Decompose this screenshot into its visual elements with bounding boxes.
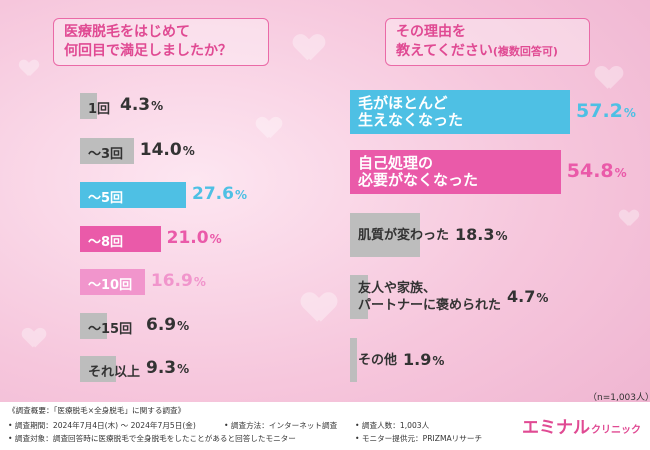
category-label: 自己処理の 必要がなくなった: [358, 155, 478, 189]
category-label-line: 生えなくなった: [358, 111, 464, 129]
category-label-line: 必要がなくなった: [358, 171, 479, 189]
heart-icon: [596, 66, 621, 91]
bar: [350, 338, 358, 382]
value-unit: %: [151, 99, 164, 113]
category-label-line: 自己処理の: [358, 154, 434, 172]
category-label-line: 肌質が変わった: [358, 227, 450, 243]
question-1-box: 医療脱毛をはじめて 何回目で満足しましたか？: [53, 18, 269, 66]
survey-provider: • モニター提供元：PRIZMAリサーチ: [355, 434, 483, 443]
brand-name: エミナル: [522, 418, 590, 438]
question-1-line1: 医療脱毛をはじめて: [64, 24, 190, 40]
value-label: 14.0%: [140, 140, 195, 160]
category-label: 〜10回: [88, 278, 133, 293]
value-label: 4.3%: [120, 95, 163, 115]
category-label: 友人や家族、パートナーに褒められた: [358, 280, 501, 314]
question-1-line2: 何回目で満足しましたか？: [64, 43, 232, 59]
value-unit: %: [234, 188, 247, 202]
value-unit: %: [177, 362, 190, 376]
value-number: 6.9: [146, 315, 177, 335]
value-unit: %: [432, 354, 445, 368]
category-label: 毛がほとんど 生えなくなった: [358, 95, 463, 129]
value-number: 4.3: [120, 95, 151, 115]
value-number: 14.0: [139, 140, 182, 160]
value-label: 21.0%: [167, 228, 222, 248]
bar: [80, 226, 161, 252]
value-unit: %: [495, 229, 508, 243]
value-label: 27.6%: [192, 184, 247, 204]
value-number: 18.3: [455, 225, 495, 244]
bar: [350, 150, 561, 194]
footer: 《調査概要：「医療脱毛×全身脱毛」に関する調査》 • 調査期間：2024年7月4…: [0, 402, 650, 450]
brand-sub: クリニック: [591, 425, 641, 436]
value-label: 54.8%: [567, 160, 627, 182]
survey-count: • 調査人数：1,003人: [355, 421, 430, 430]
value-number: 21.0: [166, 228, 209, 248]
category-label-line: 毛がほとんど: [358, 94, 448, 112]
value-number: 4.7: [507, 287, 536, 306]
category-label: それ以上: [88, 365, 141, 380]
value-number: 9.3: [146, 358, 177, 378]
question-2-line2: 教えてください: [396, 43, 493, 59]
value-number: 27.6: [192, 184, 234, 204]
value-unit: %: [182, 144, 195, 158]
bar: [80, 138, 134, 164]
heart-icon: [23, 328, 45, 350]
bar: [80, 356, 116, 382]
category-label: 肌質が変わった: [358, 227, 449, 244]
survey-period: • 調査期間：2024年7月4日(木) 〜 2024年7月5日(金): [8, 421, 196, 430]
value-label: 1.9%: [403, 350, 444, 369]
category-label: 〜3回: [88, 147, 124, 162]
heart-icon: [257, 117, 280, 140]
value-unit: %: [614, 166, 627, 180]
value-number: 1.9: [403, 350, 432, 369]
heart-icon: [620, 210, 638, 228]
value-unit: %: [193, 275, 206, 289]
bar: [350, 90, 570, 134]
value-label: 18.3%: [455, 225, 508, 244]
heart-icon: [303, 293, 335, 325]
category-label: その他: [358, 352, 397, 369]
value-label: 6.9%: [146, 315, 189, 335]
survey-title: 《調査概要：「医療脱毛×全身脱毛」に関する調査》: [8, 406, 186, 415]
bar: [350, 213, 421, 257]
bar: [80, 313, 107, 339]
question-2-box: その理由を 教えてください(複数回答可): [385, 18, 590, 66]
category-label: 〜5回: [88, 191, 124, 206]
value-number: 16.9: [150, 271, 193, 291]
value-label: 57.2%: [576, 100, 636, 122]
sample-size-note: （n=1,003人）: [588, 393, 650, 403]
heart-icon: [295, 35, 324, 64]
value-number: 57.2: [576, 100, 623, 122]
bar: [80, 182, 186, 208]
bar: [80, 93, 97, 119]
survey-target: • 調査対象：調査回答時に医療脱毛で全身脱毛をしたことがあると回答したモニター: [8, 434, 296, 443]
value-label: 9.3%: [146, 358, 189, 378]
category-label: 〜8回: [88, 235, 124, 250]
value-label: 16.9%: [151, 271, 206, 291]
value-number: 54.8: [566, 160, 614, 182]
value-label: 4.7%: [507, 287, 548, 306]
value-unit: %: [623, 106, 636, 120]
value-unit: %: [177, 319, 190, 333]
value-unit: %: [536, 291, 549, 305]
value-unit: %: [209, 232, 222, 246]
bar: [350, 275, 369, 319]
heart-icon: [20, 60, 38, 78]
bar: [80, 269, 145, 295]
brand-logo: エミナルクリニック: [522, 413, 641, 438]
category-label-line: その他: [358, 352, 398, 368]
question-2-note: (複数回答可): [492, 45, 558, 58]
category-label-line: パートナーに褒められた: [358, 298, 502, 313]
category-label: 1回: [88, 102, 111, 117]
category-label-line: 友人や家族、: [358, 281, 437, 296]
category-label: 〜15回: [88, 322, 133, 337]
question-2-line1: その理由を: [396, 24, 466, 40]
survey-method: • 調査方法：インターネット調査: [224, 421, 338, 430]
